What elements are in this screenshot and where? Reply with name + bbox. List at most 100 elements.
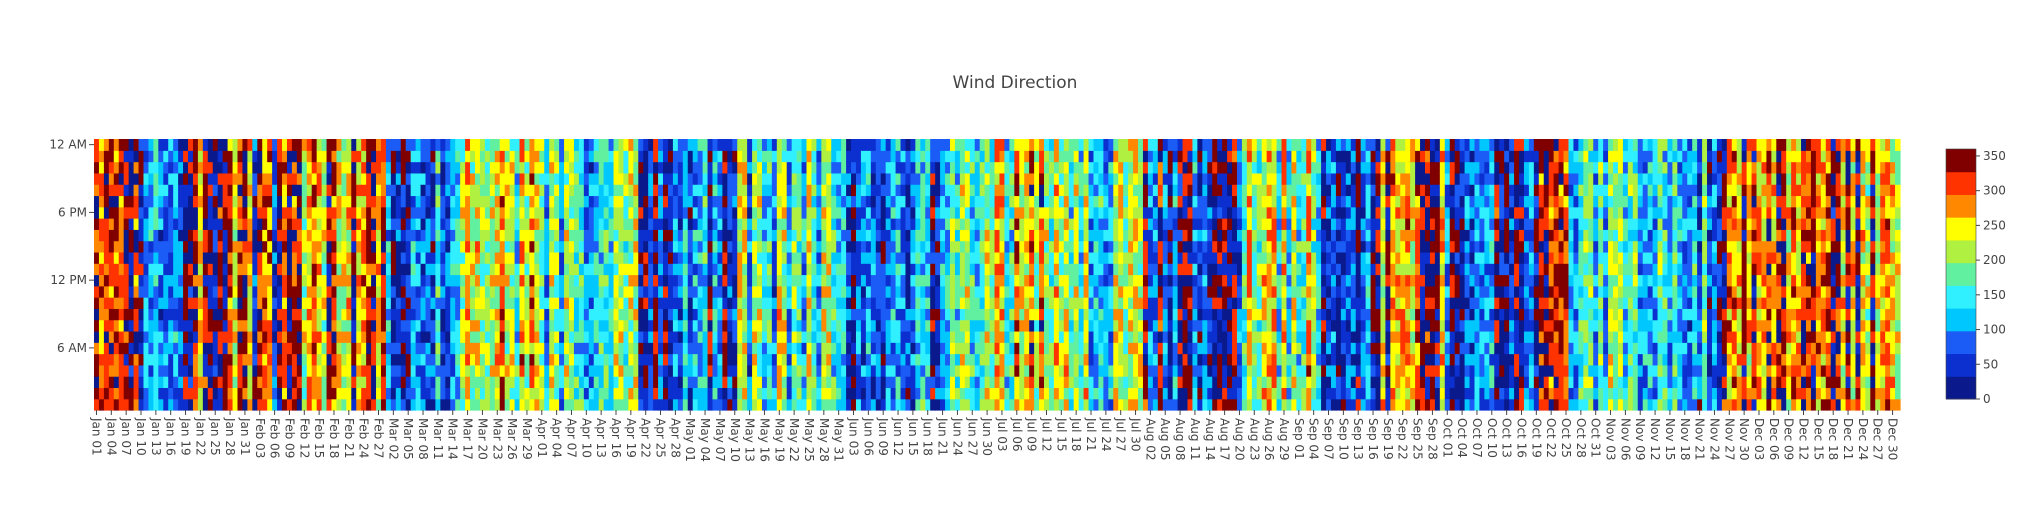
heatmap-cell: [935, 150, 941, 163]
heatmap-cell: [336, 150, 342, 163]
heatmap-cell: [311, 172, 318, 185]
heatmap-cell: [1078, 263, 1085, 276]
heatmap-cell: [153, 376, 159, 389]
heatmap-cell: [465, 319, 471, 332]
heatmap-cell: [262, 150, 268, 163]
heatmap-cell: [969, 251, 976, 264]
heatmap-cell: [940, 297, 946, 309]
heatmap-cell: [470, 364, 476, 377]
heatmap-cell: [237, 206, 244, 219]
heatmap-cell: [1039, 364, 1045, 377]
heatmap-cell: [712, 297, 719, 309]
heatmap-cell: [573, 139, 580, 151]
heatmap-cell: [1103, 251, 1109, 264]
heatmap-cell: [158, 172, 164, 185]
heatmap-cell: [217, 206, 224, 219]
heatmap-cell: [771, 263, 778, 276]
heatmap-cell: [608, 218, 615, 230]
heatmap-cell: [311, 285, 318, 298]
heatmap-cell: [341, 263, 347, 276]
heatmap-cell: [1019, 172, 1025, 185]
heatmap-cell: [410, 229, 417, 242]
heatmap-cell: [940, 387, 946, 400]
heatmap-cell: [1098, 364, 1104, 377]
heatmap-cell: [979, 240, 986, 253]
heatmap-cell: [608, 330, 615, 343]
heatmap-cell: [430, 330, 437, 343]
heatmap-cell: [291, 240, 298, 253]
heatmap-cell: [98, 274, 105, 287]
heatmap-cell: [544, 195, 550, 208]
heatmap-cell: [504, 376, 511, 389]
heatmap-cell: [667, 319, 674, 332]
heatmap-cell: [1029, 308, 1035, 321]
heatmap-cell: [311, 195, 318, 208]
heatmap-cell: [371, 218, 377, 230]
heatmap-cell: [529, 139, 535, 151]
heatmap-cell: [227, 139, 234, 151]
heatmap-cell: [841, 387, 847, 400]
heatmap-cell: [1034, 172, 1040, 185]
heatmap-cell: [969, 319, 976, 332]
heatmap-cell: [905, 342, 912, 355]
heatmap-cell: [915, 274, 921, 287]
heatmap-cell: [875, 150, 882, 163]
heatmap-cell: [405, 353, 412, 366]
heatmap-cell: [524, 139, 531, 151]
heatmap-cell: [1019, 297, 1025, 309]
heatmap-cell: [588, 297, 595, 309]
heatmap-cell: [925, 297, 931, 309]
heatmap-cell: [1019, 184, 1025, 197]
heatmap-cell: [118, 308, 125, 321]
heatmap-cell: [197, 319, 204, 332]
heatmap-cell: [306, 218, 313, 230]
heatmap-cell: [935, 364, 941, 377]
heatmap-cell: [692, 330, 699, 343]
heatmap-cell: [796, 139, 803, 151]
heatmap-cell: [118, 150, 125, 163]
heatmap-cell: [499, 251, 506, 264]
heatmap-cell: [658, 218, 664, 230]
heatmap-cell: [366, 364, 372, 377]
heatmap-cell: [544, 161, 550, 174]
heatmap-cell: [514, 353, 521, 366]
heatmap-cell: [524, 398, 531, 411]
heatmap-cell: [831, 240, 837, 253]
heatmap-cell: [296, 150, 303, 163]
heatmap-cell: [786, 308, 793, 321]
heatmap-cell: [821, 240, 827, 253]
heatmap-cell: [1048, 195, 1055, 208]
heatmap-cell: [910, 251, 916, 264]
heatmap-cell: [692, 319, 699, 332]
heatmap-cell: [395, 376, 402, 389]
heatmap-cell: [885, 263, 892, 276]
heatmap-cell: [752, 251, 758, 264]
heatmap-cell: [202, 342, 209, 355]
heatmap-cell: [999, 150, 1006, 163]
heatmap-cell: [979, 139, 986, 151]
heatmap-cell: [410, 240, 417, 253]
heatmap-cell: [450, 353, 456, 366]
heatmap-cell: [1063, 184, 1070, 197]
heatmap-cell: [435, 240, 441, 253]
heatmap-cell: [1044, 263, 1050, 276]
heatmap-cell: [1039, 342, 1045, 355]
heatmap-cell: [430, 263, 437, 276]
heatmap-cell: [173, 398, 179, 411]
heatmap-cell: [163, 342, 169, 355]
heatmap-cell: [1098, 184, 1104, 197]
heatmap-cell: [192, 285, 199, 298]
heatmap-cell: [524, 240, 531, 253]
heatmap-cell: [663, 274, 669, 287]
heatmap-cell: [524, 229, 531, 242]
heatmap-cell: [930, 251, 936, 264]
heatmap-cell: [395, 139, 402, 151]
heatmap-cell: [316, 150, 323, 163]
heatmap-cell: [900, 195, 907, 208]
heatmap-cell: [544, 251, 550, 264]
heatmap-cell: [954, 274, 961, 287]
heatmap-cell: [1118, 161, 1124, 174]
heatmap-cell: [445, 364, 451, 377]
heatmap-cell: [123, 218, 130, 230]
heatmap-cell: [806, 251, 813, 264]
